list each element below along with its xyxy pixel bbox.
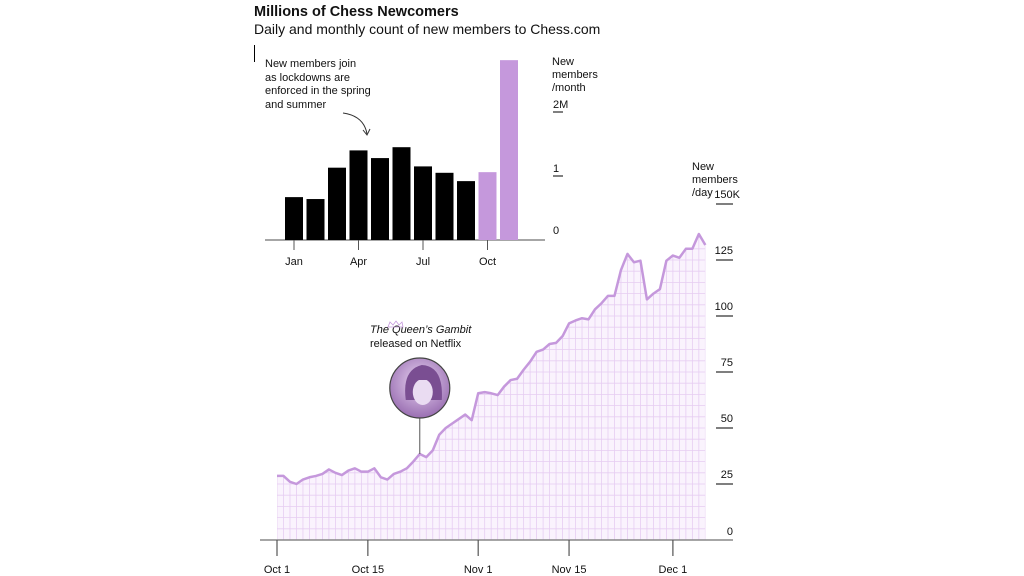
- line-y-tick-label: 125: [715, 245, 733, 257]
- bar-aug: [435, 172, 454, 240]
- bar-mar: [328, 167, 346, 240]
- bar-x-tick-label: Jan: [285, 256, 303, 268]
- axis-title-line: /day: [692, 187, 713, 199]
- bar-x-tick-label: Jul: [416, 256, 430, 268]
- chart-title: Millions of Chess Newcomers: [254, 4, 459, 20]
- bar-jan: [285, 197, 303, 240]
- area-fill: [277, 234, 706, 540]
- line-y-tick-label: 150K: [714, 189, 740, 201]
- arrow-head-icon: [362, 128, 371, 136]
- line-y-tick-label: 75: [721, 357, 733, 369]
- line-y-tick-label: 100: [715, 301, 733, 313]
- bar-feb: [306, 199, 325, 240]
- line-y-tick-label: 50: [721, 413, 733, 425]
- bar-apr: [349, 150, 368, 240]
- annotation-line: and summer: [265, 98, 327, 111]
- face: [412, 379, 433, 405]
- bar-y-tick-label: 0: [553, 225, 559, 237]
- text-cursor: [254, 45, 255, 62]
- bar-jun: [392, 147, 411, 240]
- bar-y-axis-title: New members /month: [552, 56, 598, 95]
- bar-jul: [414, 166, 432, 240]
- annotation-line: enforced in the spring: [265, 85, 371, 97]
- bar-nov: [500, 60, 518, 240]
- line-x-tick-label: Nov 1: [464, 564, 493, 576]
- lockdown-annotation: New members join as lockdowns are enforc…: [265, 58, 395, 112]
- axis-title-line: New: [552, 56, 575, 68]
- bar-sep: [457, 181, 475, 240]
- bar-may: [371, 158, 389, 240]
- bar-y-tick-label: 2M: [553, 99, 568, 111]
- annotation-text: released on Netflix: [370, 338, 462, 350]
- axis-title-line: New: [692, 161, 715, 173]
- line-y-axis-title: New members /day: [692, 161, 738, 200]
- chart-subtitle: Daily and monthly count of new members t…: [254, 21, 601, 37]
- axis-title-line: members: [552, 69, 598, 81]
- annotation-line: New members join: [265, 58, 357, 70]
- axis-title-line: members: [692, 174, 738, 186]
- bar-x-tick-label: Oct: [479, 256, 496, 268]
- crown-icon: [387, 320, 404, 328]
- bar-x-tick-label: Apr: [350, 256, 367, 268]
- bar-y-tick-label: 1: [553, 163, 559, 175]
- axis-title-line: /month: [552, 82, 586, 94]
- line-x-tick-label: Oct 15: [352, 564, 384, 576]
- line-x-tick-label: Dec 1: [659, 564, 688, 576]
- line-x-tick-label: Oct 1: [264, 564, 290, 576]
- bangs: [411, 372, 434, 380]
- portrait-border: [389, 357, 451, 419]
- portrait-image: [389, 358, 450, 418]
- line-x-tick-label: Nov 15: [552, 564, 587, 576]
- line-y-tick-label: 25: [721, 469, 733, 481]
- annotation-line: as lockdowns are: [265, 71, 350, 84]
- line-y-tick-label: 0: [727, 526, 733, 538]
- arrow-icon: [342, 112, 368, 135]
- bar-oct: [478, 172, 497, 240]
- daily-series-line: [277, 232, 707, 486]
